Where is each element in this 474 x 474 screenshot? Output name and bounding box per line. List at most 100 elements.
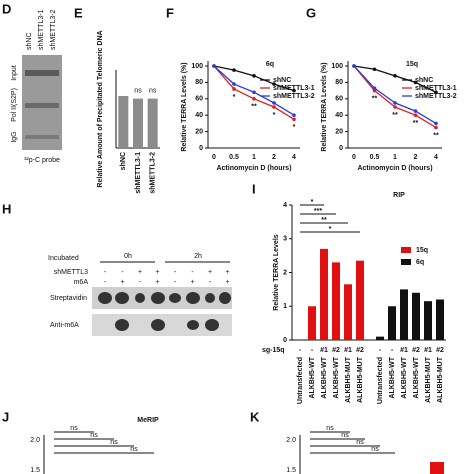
point <box>232 87 236 91</box>
row-value: #2 <box>412 347 420 354</box>
annotation: * <box>329 226 332 233</box>
annotation: ** <box>433 132 439 139</box>
sign: - <box>209 279 212 286</box>
sign: + <box>120 279 124 286</box>
sign: + <box>225 269 229 276</box>
point <box>372 88 377 93</box>
sign: - <box>191 269 194 276</box>
annotation: ns <box>134 87 142 94</box>
y-tick-label: 1.5 <box>286 467 296 474</box>
row-label: shMETTL3 <box>54 269 88 276</box>
time-label: 0h <box>124 253 132 260</box>
point <box>232 82 236 86</box>
y-tick-label: 1.5 <box>30 467 40 474</box>
annotation: ns <box>326 425 334 432</box>
row-value: #2 <box>436 347 444 354</box>
x-tick-label: ALKBH5-WT <box>401 356 408 398</box>
x-tick-label: ALKBH5-MUT <box>345 356 352 403</box>
y-tick-label: 40 <box>195 112 203 119</box>
bar <box>118 96 129 148</box>
point <box>272 82 276 86</box>
annotation: ns <box>341 432 349 439</box>
point <box>393 101 397 105</box>
point <box>252 74 256 78</box>
row-label: Input <box>11 65 18 81</box>
bar <box>424 301 432 340</box>
legend-swatch <box>401 247 411 253</box>
bar <box>332 262 340 340</box>
y-tick-label: 20 <box>335 128 343 135</box>
x-tick-label: 2 <box>414 154 418 161</box>
y-tick-label: 2.0 <box>30 437 40 444</box>
x-tick-label: 0.5 <box>229 154 239 161</box>
point <box>352 64 356 68</box>
annotation: ** <box>413 120 419 127</box>
x-tick-label: ALKBH5-MUT <box>437 356 444 403</box>
panel-title: MeRIP <box>137 417 159 424</box>
column-label: shNC <box>26 32 33 50</box>
point <box>413 80 418 85</box>
legend-label: shNC <box>273 77 291 84</box>
y-tick-label: 20 <box>195 128 203 135</box>
bar <box>376 336 384 340</box>
point <box>292 117 296 122</box>
point <box>292 113 296 117</box>
row-value: - <box>299 347 302 354</box>
sign: - <box>104 279 107 286</box>
row-value: #2 <box>356 347 364 354</box>
x-tick-label: ALKBH5-MUT <box>357 356 364 403</box>
band <box>25 103 59 108</box>
row-value: #1 <box>400 347 408 354</box>
sign: - <box>121 269 124 276</box>
band <box>25 135 59 139</box>
chart-title: RIP <box>393 192 405 199</box>
row-value: - <box>391 347 394 354</box>
panel-label: F <box>166 5 174 20</box>
y-tick-label: 80 <box>195 79 203 86</box>
y-tick-label: 0 <box>283 337 287 344</box>
x-tick-label: ALKBH5-WT <box>309 356 316 398</box>
point <box>212 64 216 68</box>
point <box>434 121 438 126</box>
x-tick-label: ALKBH5-WT <box>389 356 396 398</box>
bar <box>388 306 396 340</box>
sign: + <box>190 279 194 286</box>
sign: + <box>208 269 212 276</box>
x-axis-label: Actinomycin D (hours) <box>216 165 291 172</box>
y-tick-label: 1 <box>283 303 287 310</box>
point <box>292 88 296 93</box>
bar <box>308 306 316 340</box>
legend-label: 6q <box>416 259 424 266</box>
y-tick-label: 0 <box>339 145 343 152</box>
chart-title: 15q <box>406 61 418 68</box>
annotation: * <box>273 112 276 119</box>
y-tick-label: 3 <box>283 236 287 243</box>
legend-label: 15q <box>416 247 428 254</box>
x-tick-label: ALKBH5-MUT <box>425 356 432 403</box>
row-value: - <box>311 347 314 354</box>
sign: + <box>155 269 159 276</box>
annotation: ns <box>371 446 379 453</box>
x-tick-label: 0 <box>212 154 216 161</box>
y-tick-label: 80 <box>335 79 343 86</box>
point <box>272 105 276 109</box>
legend-label: shMETTL3-2 <box>273 93 315 100</box>
panel-label: G <box>306 5 316 20</box>
panel-label: J <box>2 409 9 424</box>
annotation: *** <box>314 208 322 215</box>
sign: + <box>155 279 159 286</box>
y-tick-label: 40 <box>335 112 343 119</box>
row-value: #1 <box>320 347 328 354</box>
row-value: #1 <box>344 347 352 354</box>
y-axis-label: Relative Amount of Precipitated Telomeri… <box>97 30 104 187</box>
y-tick-label: 60 <box>335 96 343 103</box>
bar <box>356 260 364 340</box>
point <box>434 125 438 130</box>
band <box>25 70 59 76</box>
annotation: ns <box>130 446 138 453</box>
bar <box>133 98 143 148</box>
x-tick-label: ALKBH5-WT <box>333 356 340 398</box>
column-label: shMETTL3-1 <box>38 9 45 50</box>
annotation: * <box>293 124 296 131</box>
x-tick-label: Untransfected <box>377 357 384 404</box>
